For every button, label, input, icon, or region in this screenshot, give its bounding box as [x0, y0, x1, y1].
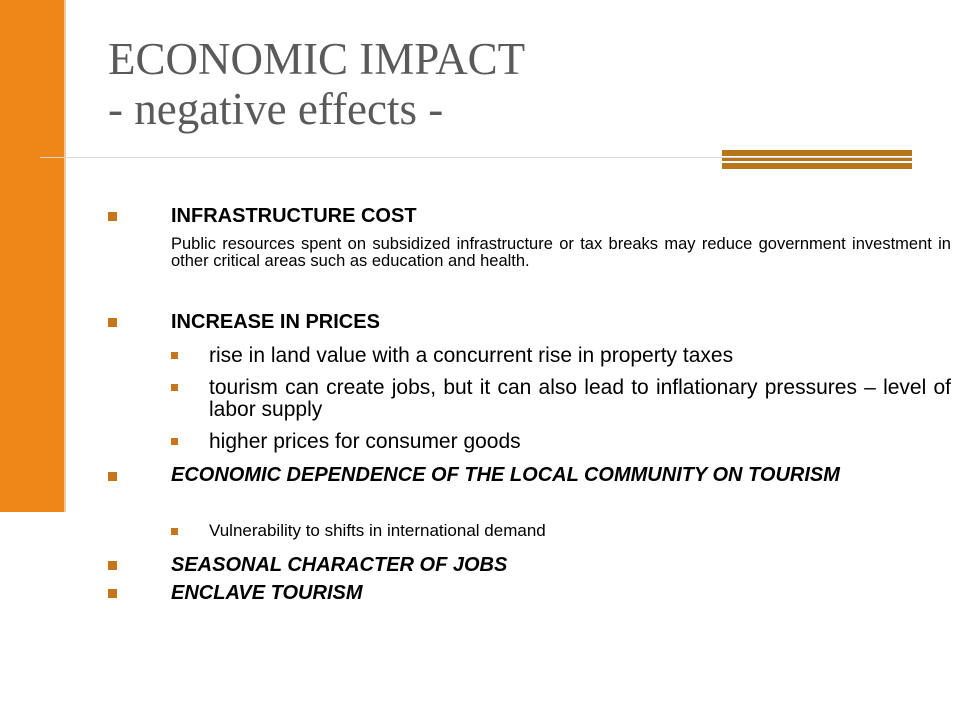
subitem-land-value: rise in land value with a concurrent ris…	[209, 344, 734, 367]
item-heading-increase-in-prices: INCREASE IN PRICES	[171, 311, 380, 333]
sub-bullet-square-icon	[171, 528, 178, 535]
bullet-square-icon	[108, 589, 117, 598]
title-divider	[40, 157, 912, 158]
subitem-vulnerability: Vulnerability to shifts in international…	[209, 521, 546, 540]
item-heading-seasonal-jobs: SEASONAL CHARACTER OF JOBS	[171, 554, 508, 576]
decorative-stripe	[722, 163, 912, 169]
subitem-consumer-goods: higher prices for consumer goods	[209, 430, 521, 453]
title-line-2: - negative effects -	[108, 84, 444, 134]
bullet-square-icon	[108, 472, 117, 481]
item-heading-economic-dependence: ECONOMIC DEPENDENCE OF THE LOCAL COMMUNI…	[171, 464, 840, 486]
side-bar-shadow	[64, 0, 66, 512]
sub-bullet-square-icon	[171, 438, 178, 445]
decorative-stripe	[722, 158, 912, 161]
slide-title: ECONOMIC IMPACT - negative effects -	[108, 34, 525, 134]
item-heading-enclave-tourism: ENCLAVE TOURISM	[171, 582, 363, 604]
bullet-square-icon	[108, 561, 117, 570]
item-description-infrastructure-cost: Public resources spent on subsidized inf…	[171, 235, 951, 270]
bullet-square-icon	[108, 212, 117, 221]
sub-bullet-square-icon	[171, 352, 178, 359]
bullet-square-icon	[108, 318, 117, 327]
subitem-inflationary-pressures: tourism can create jobs, but it can also…	[209, 376, 951, 421]
decorative-stripe	[722, 150, 912, 156]
title-line-1: ECONOMIC IMPACT	[108, 34, 526, 84]
orange-side-bar	[0, 0, 64, 512]
sub-bullet-square-icon	[171, 384, 178, 391]
item-heading-infrastructure-cost: INFRASTRUCTURE COST	[171, 205, 417, 227]
